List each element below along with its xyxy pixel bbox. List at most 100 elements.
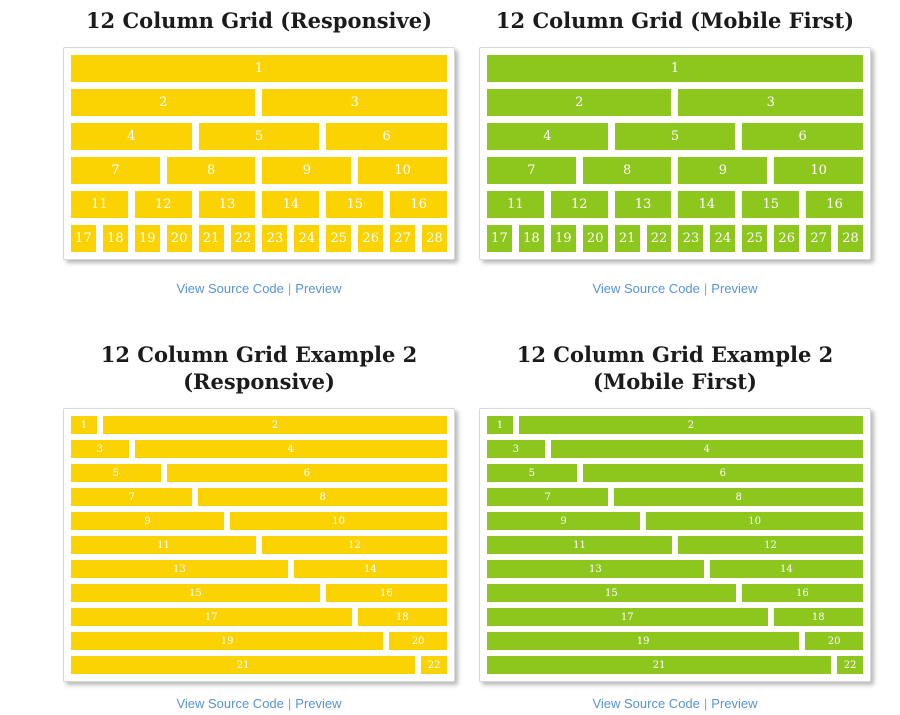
grid-panel-responsive: 1 2 3 4 5 6 7 8 9 10 11 12 13 14 15 16 17 18 19 20 21 22 23 24 2… (63, 47, 455, 260)
grid-block-22: 22 (230, 225, 256, 252)
grid-block-16: 16 (741, 584, 863, 602)
grid-block-5: 5 (71, 464, 161, 482)
grid-panel-example2-mobile-first: 1 2 3 4 5 6 7 8 9 10 11 12 13 14 15 16 17 18 19 20 21 22 (479, 408, 871, 682)
grid-block-7: 7 (71, 488, 193, 506)
grid-block-11: 11 (71, 191, 128, 218)
grid-block-16: 16 (390, 191, 447, 218)
grid-block-8: 8 (166, 157, 256, 184)
grid-block-7: 7 (71, 157, 160, 184)
grid-block-20: 20 (582, 225, 608, 252)
grid-block-20: 20 (166, 225, 192, 252)
grid-block-5: 5 (487, 464, 577, 482)
grid-block-22: 22 (837, 656, 863, 674)
grid-block-26: 26 (358, 225, 384, 252)
grid-block-17: 17 (71, 608, 352, 626)
preview-link[interactable]: Preview (295, 281, 342, 296)
grid-block-18: 18 (357, 608, 447, 626)
grid-block-5: 5 (198, 123, 320, 150)
links-bar: View Source Code | Preview (63, 281, 455, 297)
grid-block-21: 21 (487, 656, 832, 674)
grid-block-9: 9 (678, 157, 768, 184)
grid-block-17: 17 (487, 608, 768, 626)
grid-block-1: 1 (487, 416, 513, 434)
grid-block-27: 27 (390, 225, 416, 252)
grid-block-2: 2 (71, 89, 256, 116)
grid-block-13: 13 (71, 560, 288, 578)
grid-block-3: 3 (487, 440, 545, 458)
page-title: 12 Column Grid Example 2 (Mobile First) (479, 341, 871, 395)
preview-link[interactable]: Preview (295, 696, 342, 711)
grid-block-17: 17 (487, 225, 512, 252)
grid-block-14: 14 (678, 191, 736, 218)
grid-block-8: 8 (198, 488, 447, 506)
grid-block-9: 9 (71, 512, 225, 530)
grid-block-6: 6 (742, 123, 863, 150)
grid-block-13: 13 (198, 191, 256, 218)
view-source-link[interactable]: View Source Code (592, 281, 700, 296)
grid-block-7: 7 (487, 488, 609, 506)
grid-block-1: 1 (71, 416, 97, 434)
grid-block-3: 3 (71, 440, 129, 458)
grid-block-21: 21 (71, 656, 416, 674)
grid-block-7: 7 (487, 157, 576, 184)
grid-block-19: 19 (134, 225, 160, 252)
grid-block-11: 11 (71, 536, 256, 554)
grid-block-18: 18 (102, 225, 128, 252)
preview-link[interactable]: Preview (711, 696, 758, 711)
links-bar: View Source Code | Preview (479, 696, 871, 712)
page-title: 12 Column Grid Example 2 (Responsive) (63, 341, 455, 395)
grid-block-14: 14 (262, 191, 320, 218)
grid-panel-example2-responsive: 1 2 3 4 5 6 7 8 9 10 11 12 13 14 15 16 17 18 19 20 21 22 (63, 408, 455, 682)
grid-block-6: 6 (166, 464, 447, 482)
grid-block-10: 10 (358, 157, 447, 184)
grid-block-26: 26 (774, 225, 800, 252)
grid-block-4: 4 (487, 123, 608, 150)
view-source-link[interactable]: View Source Code (176, 696, 284, 711)
grid-block-23: 23 (678, 225, 704, 252)
page-title: 12 Column Grid (Mobile First) (479, 7, 871, 34)
grid-block-15: 15 (71, 584, 320, 602)
title-text: 12 Column Grid (Responsive) (85, 8, 433, 33)
grid-block-12: 12 (550, 191, 608, 218)
grid-block-6: 6 (582, 464, 863, 482)
grid-block-12: 12 (262, 536, 447, 554)
grid-block-25: 25 (742, 225, 768, 252)
links-bar: View Source Code | Preview (63, 696, 455, 712)
grid-block-2: 2 (102, 416, 447, 434)
title-text: 12 Column Grid Example 2 (516, 342, 834, 367)
grid-block-24: 24 (294, 225, 320, 252)
grid-block-20: 20 (389, 632, 447, 650)
grid-block-9: 9 (262, 157, 352, 184)
grid-block-3: 3 (678, 89, 863, 116)
grid-block-11: 11 (487, 536, 672, 554)
grid-block-4: 4 (550, 440, 863, 458)
grid-block-18: 18 (518, 225, 544, 252)
page-title: 12 Column Grid (Responsive) (63, 7, 455, 34)
grid-block-21: 21 (198, 225, 224, 252)
view-source-link[interactable]: View Source Code (592, 696, 700, 711)
grid-block-4: 4 (71, 123, 192, 150)
grid-block-15: 15 (742, 191, 800, 218)
grid-block-24: 24 (710, 225, 736, 252)
section-grid-responsive: 12 Column Grid (Responsive) 1 2 3 4 5 6 7 8 9 10 1… (63, 0, 455, 297)
grid-block-6: 6 (326, 123, 447, 150)
link-separator: | (287, 281, 292, 296)
grid-block-28: 28 (422, 225, 447, 252)
grid-block-19: 19 (550, 225, 576, 252)
grid-block-3: 3 (262, 89, 447, 116)
grid-block-13: 13 (614, 191, 672, 218)
grid-block-5: 5 (614, 123, 736, 150)
preview-link[interactable]: Preview (711, 281, 758, 296)
grid-block-10: 10 (646, 512, 863, 530)
grid-block-10: 10 (230, 512, 447, 530)
top-row: 12 Column Grid (Responsive) 1 2 3 4 5 6 7 8 9 10 1… (63, 0, 900, 297)
grid-block-15: 15 (326, 191, 384, 218)
grid-block-18: 18 (773, 608, 863, 626)
grid-block-9: 9 (487, 512, 641, 530)
view-source-link[interactable]: View Source Code (176, 281, 284, 296)
grid-block-12: 12 (678, 536, 863, 554)
grid-block-17: 17 (71, 225, 96, 252)
grid-block-1: 1 (71, 55, 447, 82)
